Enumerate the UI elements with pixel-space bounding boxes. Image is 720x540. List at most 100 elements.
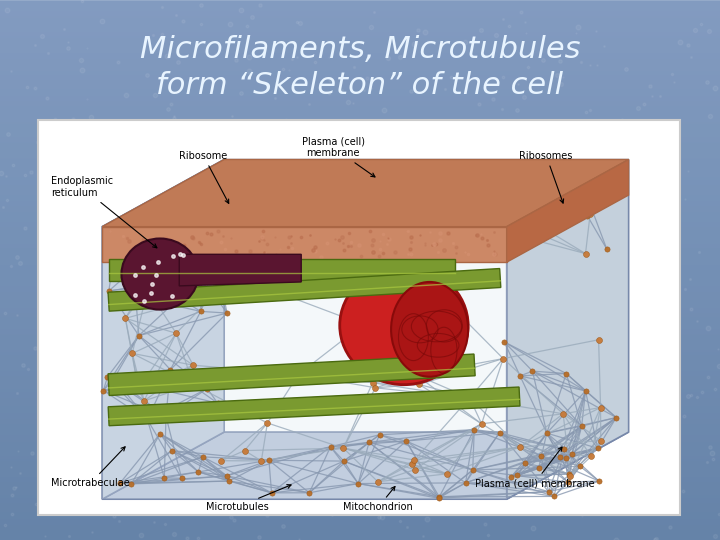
Point xyxy=(208,238,220,247)
Point xyxy=(519,458,531,467)
Point xyxy=(406,460,418,468)
Point xyxy=(469,426,480,434)
Point xyxy=(561,454,572,462)
Polygon shape xyxy=(109,259,455,281)
Point xyxy=(541,429,552,437)
Point xyxy=(512,471,523,480)
Point xyxy=(452,308,464,317)
Point xyxy=(433,494,444,503)
Ellipse shape xyxy=(122,239,199,309)
Point xyxy=(441,469,453,478)
Point xyxy=(194,257,206,266)
Text: Endoplasmic
reticulum: Endoplasmic reticulum xyxy=(51,177,157,248)
Point xyxy=(255,264,266,273)
Point xyxy=(120,314,131,323)
Text: Microfilaments, Microtubules: Microfilaments, Microtubules xyxy=(140,36,580,64)
Point xyxy=(554,453,566,461)
Point xyxy=(595,403,606,412)
Point xyxy=(158,248,170,256)
Point xyxy=(110,239,122,247)
Point xyxy=(264,456,275,464)
Point xyxy=(464,394,475,402)
Point xyxy=(433,492,445,501)
Polygon shape xyxy=(102,159,224,499)
Point xyxy=(400,437,412,445)
Point xyxy=(261,418,273,427)
Ellipse shape xyxy=(391,282,468,377)
Point xyxy=(103,287,114,295)
Polygon shape xyxy=(102,159,629,227)
Point xyxy=(223,236,235,245)
Point xyxy=(98,386,109,395)
Text: Mitochondrion: Mitochondrion xyxy=(343,487,413,512)
Text: form “Skeleton” of the cell: form “Skeleton” of the cell xyxy=(156,71,564,99)
Point xyxy=(304,489,315,497)
Point xyxy=(413,380,425,389)
Point xyxy=(562,478,574,487)
Point xyxy=(582,212,593,220)
Point xyxy=(580,387,591,395)
Point xyxy=(476,420,487,428)
Point xyxy=(179,245,191,253)
Point xyxy=(366,379,378,387)
Point xyxy=(383,325,395,333)
Point xyxy=(592,444,603,453)
Point xyxy=(611,413,622,422)
Point xyxy=(114,479,126,488)
Polygon shape xyxy=(179,254,301,286)
Point xyxy=(576,422,588,430)
Polygon shape xyxy=(108,268,501,311)
Point xyxy=(165,366,176,374)
Point xyxy=(142,285,153,294)
Point xyxy=(262,262,274,271)
Point xyxy=(126,480,138,488)
Point xyxy=(543,227,554,235)
Point xyxy=(207,273,219,281)
Point xyxy=(193,468,204,476)
Text: Microtrabeculae: Microtrabeculae xyxy=(51,447,130,488)
Point xyxy=(575,462,586,471)
Point xyxy=(132,384,144,393)
Point xyxy=(330,245,341,253)
Point xyxy=(223,477,235,485)
Point xyxy=(503,217,514,225)
Point xyxy=(239,446,251,455)
Point xyxy=(171,329,182,338)
Point xyxy=(109,374,120,383)
Text: Plasma (cell)
membrane: Plasma (cell) membrane xyxy=(302,137,375,177)
Point xyxy=(221,471,233,480)
Point xyxy=(357,320,369,329)
Point xyxy=(154,429,166,438)
Point xyxy=(176,474,187,483)
Polygon shape xyxy=(102,432,629,499)
Point xyxy=(197,453,209,461)
Point xyxy=(585,209,596,218)
Polygon shape xyxy=(102,227,507,499)
Point xyxy=(142,415,153,424)
Point xyxy=(561,369,572,378)
Point xyxy=(585,452,597,461)
Text: Plasma (cell) membrane: Plasma (cell) membrane xyxy=(474,447,594,488)
Point xyxy=(266,286,277,294)
Point xyxy=(582,193,593,201)
Point xyxy=(498,338,510,346)
Polygon shape xyxy=(102,227,507,262)
Point xyxy=(127,265,139,274)
Point xyxy=(564,470,575,478)
Point xyxy=(549,492,560,501)
Point xyxy=(127,349,138,357)
Point xyxy=(325,231,337,240)
Point xyxy=(201,244,212,253)
Point xyxy=(256,456,267,465)
Polygon shape xyxy=(108,387,520,426)
Point xyxy=(212,399,223,408)
Point xyxy=(221,309,233,318)
Point xyxy=(514,372,526,380)
Point xyxy=(187,380,199,389)
Point xyxy=(409,465,420,474)
Text: Microtubules: Microtubules xyxy=(206,484,291,512)
Point xyxy=(372,477,384,486)
Point xyxy=(202,384,213,393)
Point xyxy=(498,354,509,363)
Point xyxy=(460,478,472,487)
